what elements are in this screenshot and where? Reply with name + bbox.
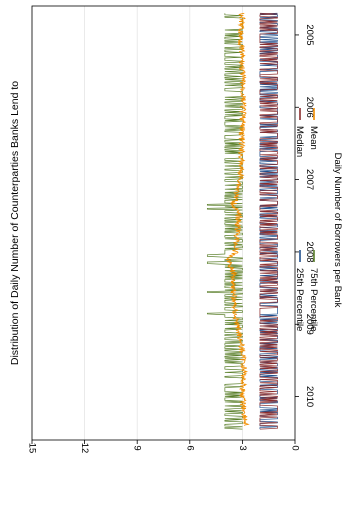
y-axis-label: Daily Number of Borrowers per Bank (332, 153, 343, 308)
legend-label: Mean (308, 126, 319, 150)
series-layer (206, 12, 278, 430)
legend-label: 25th Percentile (294, 268, 305, 331)
x-tick-label: 2005 (304, 24, 315, 45)
y-tick-label: 3 (237, 445, 248, 450)
y-tick-label: 12 (79, 443, 90, 454)
y-tick-label: 6 (184, 445, 195, 450)
y-tick-label: 0 (290, 445, 301, 450)
y-tick-label: 9 (132, 445, 143, 450)
series-line (206, 13, 243, 430)
x-tick-label: 2006 (304, 97, 315, 118)
x-tick-label: 2010 (304, 386, 315, 407)
legend: 25th Percentile 75th Percentile Median Mean (294, 108, 319, 331)
x-tick-label: 2007 (304, 169, 315, 190)
y-axis: 0 3 6 9 12 15 (27, 440, 301, 453)
chart-title: Distribution of Daily Number of Counterp… (9, 81, 21, 365)
series-line (225, 12, 250, 426)
x-axis: 2005 2006 2007 2008 2009 2010 (295, 24, 315, 407)
plot-frame (31, 5, 296, 441)
y-tick-label: 15 (27, 443, 38, 454)
legend-label: Median (294, 126, 305, 157)
x-tick-label: 2008 (304, 241, 315, 262)
x-tick-label: 2009 (304, 314, 315, 335)
legend-label: 75th Percentile (308, 268, 319, 331)
series-line (259, 12, 278, 430)
